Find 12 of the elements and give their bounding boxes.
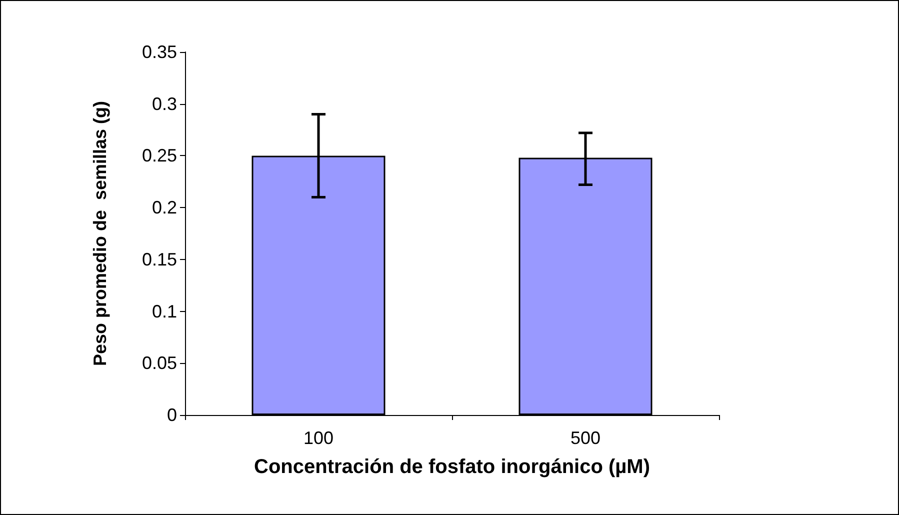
x-tick-label: 500 [570, 428, 601, 448]
y-tick-label: 0.3 [152, 94, 177, 114]
y-tick-label: 0 [166, 405, 177, 425]
y-tick-label: 0.25 [142, 146, 177, 166]
y-tick-label: 0.05 [142, 353, 177, 374]
x-axis-title: Concentración de fosfato inorgánico (µM) [254, 456, 650, 478]
x-tick-label: 100 [303, 428, 334, 448]
y-axis-title: Peso promedio de semillas (g) [90, 100, 110, 366]
y-tick-label: 0.15 [142, 249, 177, 270]
y-tick-label: 0.2 [152, 198, 177, 218]
y-tick-label: 0.35 [142, 42, 177, 62]
y-tick-label: 0.1 [152, 301, 177, 322]
